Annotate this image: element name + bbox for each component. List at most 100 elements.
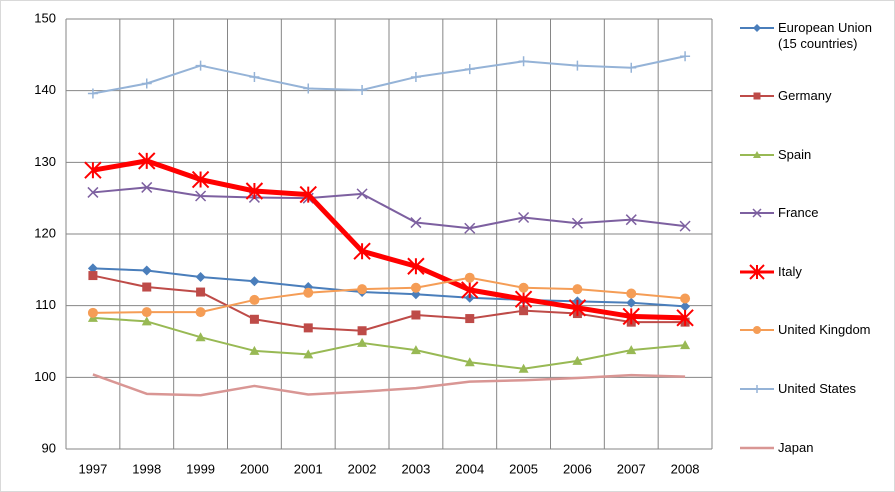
x-tick-label: 2003 xyxy=(401,461,430,476)
marker xyxy=(303,349,314,359)
marker xyxy=(195,60,206,71)
x-tick-label: 2006 xyxy=(563,461,592,476)
legend-label: Germany xyxy=(778,88,832,103)
series-line xyxy=(92,158,686,321)
x-tick-label: 1998 xyxy=(132,461,161,476)
marker xyxy=(249,276,260,287)
marker xyxy=(141,181,153,193)
marker xyxy=(518,282,529,293)
legend-label: United Kingdom xyxy=(778,322,871,337)
legend-icon xyxy=(740,208,774,218)
marker xyxy=(622,307,640,326)
marker xyxy=(753,326,761,334)
x-tick-label: 1999 xyxy=(186,461,215,476)
series-line xyxy=(92,186,686,230)
legend-icon xyxy=(740,24,774,32)
x-tick-label: 2007 xyxy=(617,461,646,476)
marker xyxy=(303,287,314,298)
legend-entry: Germany xyxy=(740,88,890,104)
legend-icon xyxy=(740,151,774,158)
marker xyxy=(680,293,691,304)
y-tick-label: 130 xyxy=(34,154,56,169)
marker xyxy=(191,170,210,189)
marker xyxy=(303,83,314,94)
marker xyxy=(353,242,371,260)
marker xyxy=(518,363,529,373)
x-tick-label: 2002 xyxy=(348,461,377,476)
marker xyxy=(572,60,583,71)
legend-entry: France xyxy=(740,205,890,221)
marker xyxy=(195,272,206,282)
marker xyxy=(518,56,529,67)
marker xyxy=(514,290,533,308)
x-tick-label: 2005 xyxy=(509,461,538,476)
marker xyxy=(572,284,583,295)
marker xyxy=(357,84,368,95)
marker xyxy=(87,263,98,274)
marker xyxy=(680,51,691,62)
marker xyxy=(410,345,421,355)
legend-entry: United States xyxy=(740,381,890,397)
marker xyxy=(680,301,691,312)
marker xyxy=(87,307,98,318)
marker xyxy=(572,355,583,365)
marker xyxy=(753,24,761,32)
marker xyxy=(141,307,152,318)
marker xyxy=(249,294,260,305)
series-line xyxy=(92,316,686,370)
marker xyxy=(626,62,637,73)
marker xyxy=(142,282,152,292)
marker xyxy=(676,309,694,327)
legend-entry: United Kingdom xyxy=(740,322,890,338)
legend-entry: European Union (15 countries) xyxy=(740,20,890,52)
legend-icon xyxy=(740,385,774,393)
legend-icon xyxy=(740,326,774,334)
legend-label: Japan xyxy=(778,440,814,455)
legend-label: Spain xyxy=(778,147,812,162)
x-tick-label: 2000 xyxy=(240,461,269,476)
series-line xyxy=(92,276,686,314)
legend-label: Italy xyxy=(778,264,802,279)
legend-icon xyxy=(740,446,774,450)
marker xyxy=(568,299,587,317)
marker xyxy=(464,357,475,367)
marker xyxy=(679,220,691,232)
marker xyxy=(88,271,98,281)
marker xyxy=(357,284,368,295)
marker xyxy=(518,211,530,224)
marker xyxy=(196,287,206,297)
series-line xyxy=(92,267,686,308)
y-tick-label: 150 xyxy=(34,10,56,25)
marker xyxy=(195,190,207,202)
x-tick-label: 2001 xyxy=(294,461,323,476)
marker xyxy=(625,214,637,226)
legend-entry: Japan xyxy=(740,440,890,456)
legend-label: European Union (15 countries) xyxy=(778,20,872,51)
marker xyxy=(753,151,761,158)
marker xyxy=(519,306,529,316)
marker xyxy=(626,288,637,299)
marker xyxy=(356,188,368,200)
marker xyxy=(461,281,479,299)
marker xyxy=(464,222,476,234)
series-line xyxy=(92,373,686,397)
marker xyxy=(249,345,260,355)
marker xyxy=(141,265,152,276)
marker xyxy=(410,282,421,293)
marker xyxy=(84,161,102,179)
marker xyxy=(303,323,313,333)
marker xyxy=(357,337,368,347)
legend-icon xyxy=(740,264,774,280)
legend-entry: Spain xyxy=(740,147,890,163)
legend-label: France xyxy=(778,205,819,220)
y-tick-label: 110 xyxy=(35,297,56,312)
marker xyxy=(407,257,425,275)
marker xyxy=(464,64,475,75)
marker xyxy=(752,208,762,218)
marker xyxy=(753,92,761,100)
marker xyxy=(87,88,98,99)
y-tick-label: 100 xyxy=(34,369,56,384)
marker xyxy=(249,72,260,83)
marker xyxy=(465,314,475,324)
